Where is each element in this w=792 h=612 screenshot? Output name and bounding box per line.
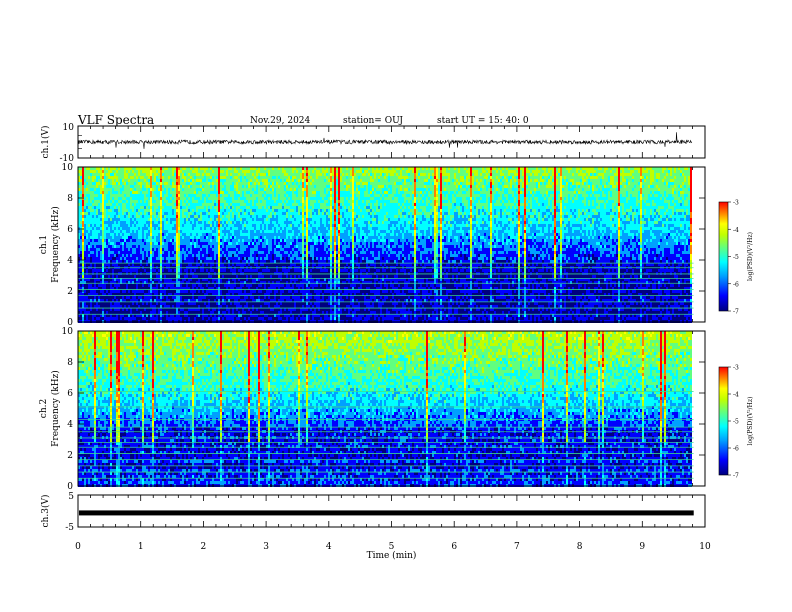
chart-title: VLF Spectra — [78, 113, 154, 127]
spectrogram-ch1-ytick-label: 8 — [67, 194, 73, 204]
x-tick-label: 1 — [138, 542, 144, 552]
ch3-ytick-label: 5 — [68, 492, 74, 502]
station-label: station= OUJ — [343, 116, 403, 126]
spectrogram-ch1-ytick-label: 10 — [62, 163, 74, 173]
start-time-label: start UT = 15: 40: 0 — [437, 116, 529, 126]
ch1-ytick-label: -10 — [60, 154, 75, 164]
spectrogram-ch1-colorbar-tick-label: -5 — [733, 254, 739, 261]
ch1-ytick-label: 10 — [63, 123, 75, 133]
ch3-ylabel: ch.3(V) — [40, 495, 51, 528]
x-tick-label: 5 — [389, 542, 395, 552]
spectrogram-ch1-ylabel-frequency: Frequency (kHz) — [50, 206, 61, 283]
spectrogram-ch2-colorbar-tick-label: -7 — [733, 473, 739, 480]
spectrogram-ch2-colorbar-tick-label: -4 — [733, 392, 739, 399]
x-axis-label: Time (min) — [367, 550, 417, 561]
spectrogram-ch2-ytick-label: 6 — [67, 389, 73, 399]
spectrogram-ch2-colorbar — [718, 366, 729, 476]
spectrogram-ch1-colorbar-tick-label: -6 — [733, 281, 739, 288]
spectrogram-ch1-ytick-label: 4 — [67, 256, 73, 266]
spectrogram-ch2-ytick-label: 2 — [67, 451, 73, 461]
spectrogram-ch2-ylabel-channel: ch.2 — [39, 399, 49, 418]
ch3-waveform-trace — [79, 510, 694, 516]
x-tick-label: 8 — [577, 542, 583, 552]
x-tick-label: 10 — [699, 542, 711, 552]
spectrogram-ch2-colorbar-tick-label: -5 — [733, 419, 739, 426]
spectrogram-ch2-ytick-label: 0 — [67, 482, 73, 492]
no-data-gap — [693, 167, 705, 322]
spectrogram-ch1-colorbar-tick-label: -4 — [733, 227, 739, 234]
ch3-ytick-label: -5 — [65, 523, 74, 533]
spectrogram-ch1-cells — [78, 167, 692, 323]
x-tick-label: 6 — [451, 542, 457, 552]
spectrogram-ch2-ylabel-frequency: Frequency (kHz) — [50, 370, 61, 447]
spectrogram-ch1-colorbar-tick-label: -3 — [733, 200, 739, 207]
x-tick-label: 9 — [639, 542, 645, 552]
no-data-gap — [693, 331, 705, 486]
spectrogram-ch2-cells — [78, 331, 692, 487]
spectrogram-ch2-colorbar-label: log(PSD)(V²/Hz) — [747, 397, 754, 446]
spectrogram-ch2-colorbar-tick-label: -3 — [733, 365, 739, 372]
spectrogram-ch2-ytick-label: 4 — [67, 420, 73, 430]
x-tick-label: 7 — [514, 542, 520, 552]
spectrogram-ch1-ytick-label: 2 — [67, 287, 73, 297]
spectrogram-ch2-colorbar-tick-label: -6 — [733, 446, 739, 453]
date-label: Nov.29, 2024 — [250, 116, 310, 126]
x-tick-label: 0 — [75, 542, 81, 552]
x-tick-label: 3 — [263, 542, 269, 552]
spectrogram-ch1-colorbar — [718, 201, 729, 312]
ch1-waveform-trace — [77, 132, 693, 149]
spectrogram-ch2-ytick-label: 10 — [62, 327, 74, 337]
spectrogram-ch1-ylabel-channel: ch.1 — [39, 235, 49, 254]
x-tick-label: 4 — [326, 542, 332, 552]
spectrogram-ch1-colorbar-label: log(PSD)(V²/Hz) — [747, 232, 754, 281]
spectrogram-ch1-ytick-label: 6 — [67, 225, 73, 235]
ch1-ylabel: ch.1(V) — [40, 126, 51, 159]
spectrogram-ch1-ytick-label: 0 — [67, 318, 73, 328]
spectrogram-ch2-ytick-label: 8 — [67, 358, 73, 368]
x-tick-label: 2 — [201, 542, 207, 552]
spectrogram-ch1-colorbar-tick-label: -7 — [733, 309, 739, 316]
